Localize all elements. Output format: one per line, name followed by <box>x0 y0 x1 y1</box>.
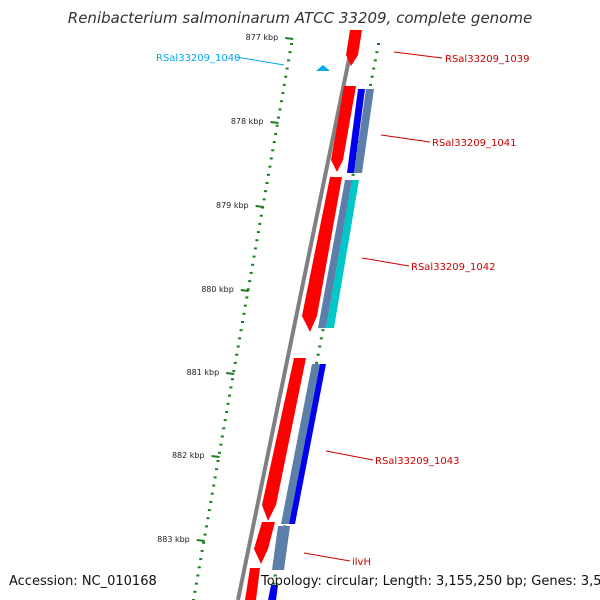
feature-rsal33209-1042-cds[interactable] <box>302 177 342 332</box>
feature-rsal33209-1041-blue[interactable] <box>347 89 365 173</box>
label-rsal33209-1040[interactable]: RSal33209_1040 <box>156 53 240 64</box>
label-rsal33209-1041[interactable]: RSal33209_1041 <box>432 138 516 149</box>
scale-label: 880 kbp <box>201 285 234 294</box>
callout-line-ilvh <box>303 552 351 562</box>
map-title: Renibacterium salmoninarum ATCC 33209, c… <box>67 9 533 27</box>
label-rsal33209-1042[interactable]: RSal33209_1042 <box>411 262 495 273</box>
genome-backbone <box>236 29 357 600</box>
scale-label: 879 kbp <box>216 201 249 210</box>
major-tick <box>255 205 264 208</box>
tick-guide-left <box>192 43 293 600</box>
feature-rsal33209-1041-steel[interactable] <box>354 89 374 173</box>
callout-line-1043 <box>325 450 374 461</box>
callout-line-1042 <box>361 257 410 267</box>
callout-line-1040 <box>235 56 285 66</box>
major-tick <box>270 121 279 124</box>
major-tick <box>240 289 249 292</box>
feature-ilvh-cds[interactable] <box>254 522 275 564</box>
feature-bottom-red[interactable] <box>245 568 260 600</box>
feature-rsal33209-1042-cyan[interactable] <box>326 180 359 328</box>
callout-line-1041 <box>380 134 431 143</box>
major-tick <box>196 539 205 542</box>
feature-rsal33209-1040[interactable] <box>316 65 330 71</box>
feature-rsal33209-1039[interactable] <box>346 30 362 66</box>
label-rsal33209-1039[interactable]: RSal33209_1039 <box>445 54 529 65</box>
label-ilvh[interactable]: ilvH <box>352 557 371 568</box>
label-rsal33209-1043[interactable]: RSal33209_1043 <box>375 456 459 467</box>
accession-label: Accession: NC_010168 <box>9 574 157 589</box>
feature-rsal33209-1042-steel[interactable] <box>318 180 352 328</box>
major-tick <box>226 372 235 375</box>
topology-label: Topology: circular; Length: 3,155,250 bp… <box>261 574 600 589</box>
scale-label: 877 kbp <box>246 33 279 42</box>
feature-rsal33209-1043-cds[interactable] <box>262 358 306 521</box>
scale-label: 883 kbp <box>157 535 190 544</box>
feature-rsal33209-1043-steel[interactable] <box>281 364 320 524</box>
scale-label: 881 kbp <box>187 368 220 377</box>
scale-label: 882 kbp <box>172 451 205 460</box>
scale-ticks: 877 kbp 878 kbp 879 kbp 880 kbp 881 kbp 882 k… <box>157 33 294 544</box>
major-tick <box>285 37 294 40</box>
scale-label: 878 kbp <box>231 117 264 126</box>
feature-rsal33209-1043-blue[interactable] <box>289 364 326 524</box>
major-tick <box>211 455 220 458</box>
feature-bottom-blue[interactable] <box>268 585 278 600</box>
callout-line-1039 <box>393 51 443 59</box>
feature-rsal33209-1041-cds[interactable] <box>331 86 356 172</box>
feature-ilvh-steel[interactable] <box>272 526 290 570</box>
